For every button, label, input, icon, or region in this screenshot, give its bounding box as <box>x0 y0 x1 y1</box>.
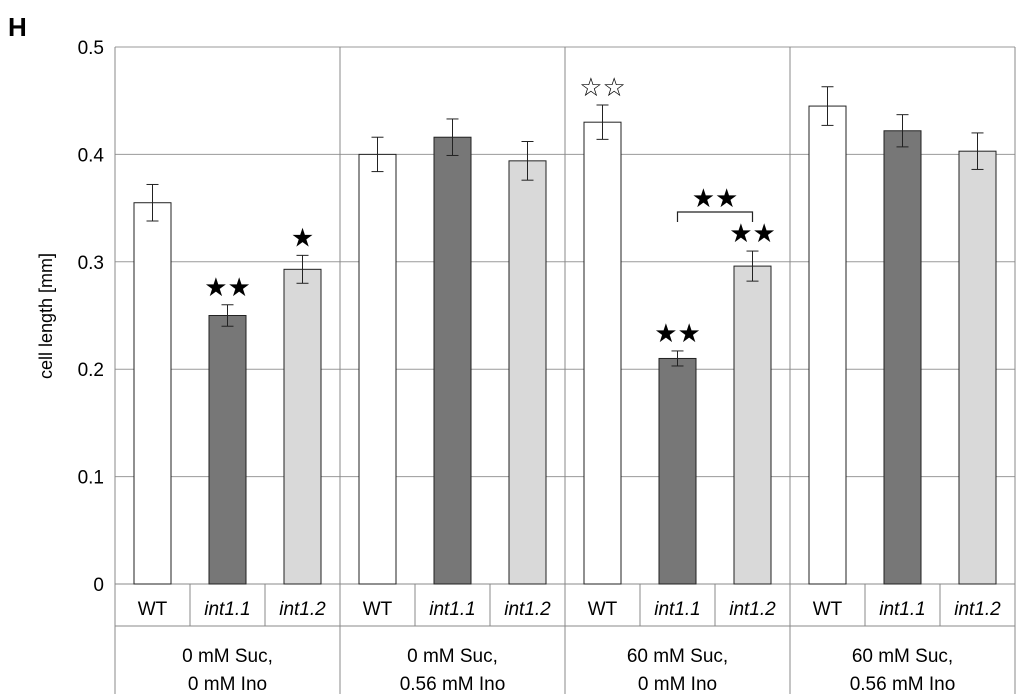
panel-label: H <box>8 12 27 42</box>
y-axis-label: cell length [mm] <box>36 253 56 379</box>
bars: ★★★☆☆★★★★★★ <box>133 72 997 585</box>
significance-stars: ☆☆ <box>579 72 626 102</box>
category-label: WT <box>813 599 843 620</box>
bar <box>433 136 472 585</box>
bar <box>733 265 772 585</box>
group-label-line1: 0 mM Suc, <box>182 646 273 667</box>
y-tick-label: 0.2 <box>78 360 104 381</box>
group-label-line2: 0 mM Ino <box>188 674 267 695</box>
category-table: WT int1.1 int1.2 0 mM Suc, 0 mM Ino WT int1.1 i… <box>114 47 1016 695</box>
group-label-line1: 0 mM Suc, <box>407 646 498 667</box>
group-label-line1: 60 mM Suc, <box>627 646 728 667</box>
category-label: int1.2 <box>729 599 776 620</box>
bar <box>658 357 697 585</box>
significance-stars: ★★ <box>204 272 251 302</box>
y-tick-label: 0.3 <box>78 253 104 274</box>
bar <box>208 315 247 585</box>
group-label-line2: 0 mM Ino <box>638 674 717 695</box>
category-label: WT <box>138 599 168 620</box>
bar <box>358 153 397 585</box>
group-label-line2: 0.56 mM Ino <box>400 674 506 695</box>
significance-stars: ★★ <box>654 318 701 348</box>
y-axis-ticks: 0 0.1 0.2 0.3 0.4 0.5 <box>78 38 105 596</box>
bar <box>583 121 622 585</box>
bar <box>958 150 997 585</box>
category-label: int1.1 <box>879 599 925 620</box>
y-tick-label: 0 <box>93 575 104 596</box>
group-label-line1: 60 mM Suc, <box>852 646 953 667</box>
category-label: int1.1 <box>654 599 700 620</box>
bracket-stars: ★★ <box>692 183 739 213</box>
category-label: int1.1 <box>204 599 250 620</box>
category-label: WT <box>363 599 393 620</box>
category-label: int1.2 <box>279 599 326 620</box>
significance-stars: ★★ <box>729 218 776 248</box>
bar <box>133 202 172 585</box>
bar <box>883 130 922 585</box>
bar <box>808 105 847 585</box>
y-tick-label: 0.5 <box>78 38 104 59</box>
category-label: int1.2 <box>504 599 551 620</box>
y-tick-label: 0.4 <box>78 145 105 166</box>
group-label-line2: 0.56 mM Ino <box>850 674 956 695</box>
bar <box>283 268 322 585</box>
bar <box>508 160 547 585</box>
category-label: int1.1 <box>429 599 475 620</box>
category-label: WT <box>588 599 618 620</box>
comparison-bracket <box>676 211 754 222</box>
y-tick-label: 0.1 <box>78 468 104 489</box>
significance-stars: ★ <box>291 222 314 252</box>
category-label: int1.2 <box>954 599 1001 620</box>
